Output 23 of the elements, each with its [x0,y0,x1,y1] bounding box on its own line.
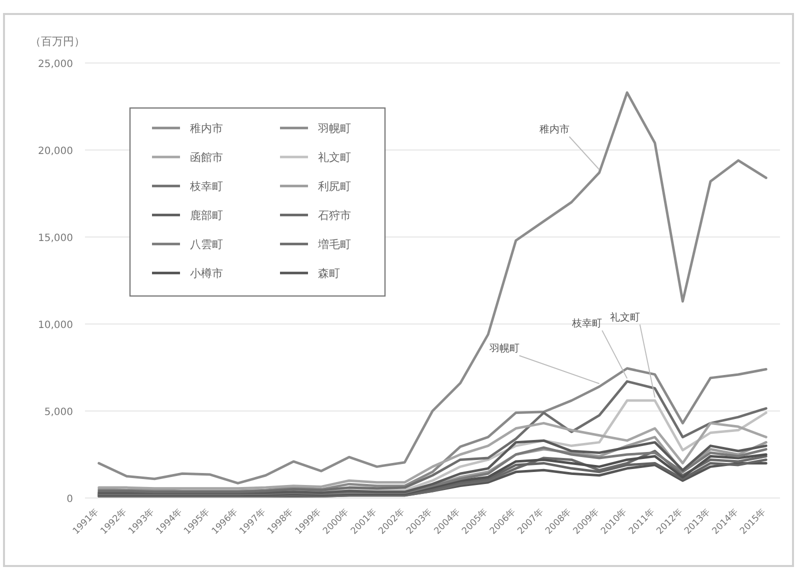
legend-label: 枝幸町 [189,180,223,193]
y-tick-label: 25,000 [38,59,73,70]
y-tick-label: 5,000 [44,407,73,418]
y-tick-label: 0 [66,494,73,505]
legend-label: 増毛町 [317,238,351,251]
annotation: 稚内市 [539,124,570,136]
legend-label: 小樽市 [190,267,223,280]
legend-label: 礼文町 [318,151,351,164]
legend-label: 鹿部町 [190,209,223,222]
legend-label: 森町 [318,267,340,280]
annotation: 羽幌町 [489,342,520,355]
annotation: 礼文町 [610,312,640,324]
legend-label: 羽幌町 [318,122,351,135]
legend-label: 利尻町 [318,180,351,193]
annotation: 枝幸町 [571,317,602,330]
y-tick-label: 10,000 [38,320,73,331]
legend-label: 稚内市 [190,122,223,135]
y-axis-title: （百万円） [30,35,85,48]
legend-label: 石狩市 [318,209,351,222]
y-tick-label: 20,000 [38,146,73,157]
y-tick-label: 15,000 [38,233,73,244]
legend-label: 八雲町 [190,238,223,251]
legend-label: 函館市 [190,151,223,164]
